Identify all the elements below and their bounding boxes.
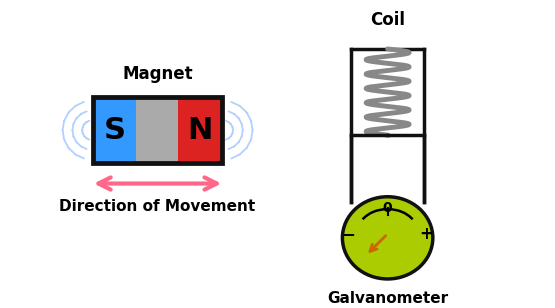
Text: −: −	[342, 225, 356, 243]
FancyBboxPatch shape	[92, 96, 223, 164]
Text: Magnet: Magnet	[122, 65, 193, 83]
Ellipse shape	[342, 197, 433, 279]
Text: Direction of Movement: Direction of Movement	[59, 199, 256, 214]
FancyBboxPatch shape	[178, 98, 222, 162]
Text: 0: 0	[383, 201, 392, 215]
FancyBboxPatch shape	[94, 98, 136, 162]
FancyBboxPatch shape	[136, 98, 178, 162]
Text: N: N	[187, 116, 212, 145]
Text: Galvanometer: Galvanometer	[327, 291, 448, 306]
Text: +: +	[420, 225, 433, 243]
Text: Coil: Coil	[370, 11, 405, 29]
Text: S: S	[104, 116, 126, 145]
